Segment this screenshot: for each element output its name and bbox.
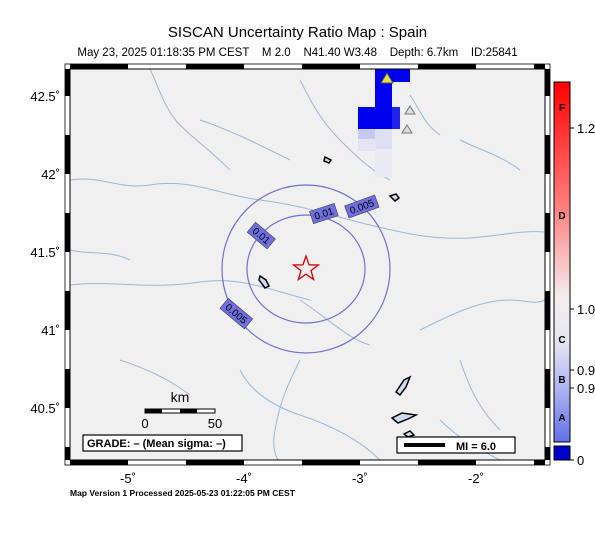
scale-bar: km 0 50: [141, 389, 222, 431]
map-area: [70, 69, 545, 460]
lat-tick: 41.5˚: [30, 245, 60, 260]
lat-tick: 42.5˚: [30, 89, 60, 104]
map-title: SISCAN Uncertainty Ratio Map : Spain: [167, 24, 428, 41]
rivers: [70, 69, 545, 460]
station-triangle-icon[interactable]: [404, 105, 416, 115]
colorbar-value: 0.9: [577, 363, 595, 378]
contours: [221, 184, 391, 354]
lat-tick: 42˚: [41, 167, 60, 182]
colorbar-value: 0: [577, 453, 584, 468]
scale-end: 50: [208, 416, 222, 431]
mi-legend-box: [396, 436, 516, 454]
grade-letter: C: [558, 335, 565, 346]
mi-legend-line: [404, 443, 445, 447]
grade-label: GRADE: – (Mean sigma: –): [87, 438, 226, 450]
frame-ticks: [65, 64, 550, 465]
grade-letter: D: [558, 211, 565, 222]
epicenter-star-icon[interactable]: [291, 254, 321, 282]
scale-start: 0: [141, 416, 148, 431]
grade-letter: A: [558, 413, 565, 424]
reservoirs: [258, 155, 419, 438]
colorbar-bottom-swatch: [553, 445, 571, 461]
station-markers: [380, 72, 416, 134]
processed-footer: Map Version 1 Processed 2025-05-23 01:22…: [70, 488, 295, 498]
contour-labels: 0.005 0.01 0.01 0.005: [219, 194, 380, 330]
contour-0.005: [221, 184, 391, 354]
scale-unit: km: [171, 389, 190, 405]
colorbar-value: 1.2: [577, 121, 595, 136]
colorbar: 1.2 1.0 0.9 0.9 0 F D C B A: [553, 81, 595, 468]
contour-0.01: [246, 214, 366, 324]
uncertainty-cells: [358, 69, 410, 177]
lat-tick: 41˚: [41, 323, 60, 338]
event-subtitle: May 23, 2025 01:18:35 PM CEST M 2.0 N41.…: [77, 47, 518, 59]
grade-letter: F: [559, 103, 565, 114]
lon-tick: -5˚: [120, 471, 136, 486]
lat-tick: 40.5˚: [30, 401, 60, 416]
grade-box: [82, 434, 243, 452]
station-triangle-icon[interactable]: [401, 124, 413, 134]
mi-legend-label: MI = 6.0: [456, 441, 496, 453]
station-triangle-icon[interactable]: [380, 72, 394, 84]
lon-tick: -4˚: [236, 471, 252, 486]
colorbar-value: 0.9: [577, 381, 595, 396]
lon-tick: -2˚: [468, 471, 484, 486]
grade-letter: B: [558, 375, 565, 386]
colorbar-value: 1.0: [577, 302, 595, 317]
lon-tick: -3˚: [352, 471, 368, 486]
